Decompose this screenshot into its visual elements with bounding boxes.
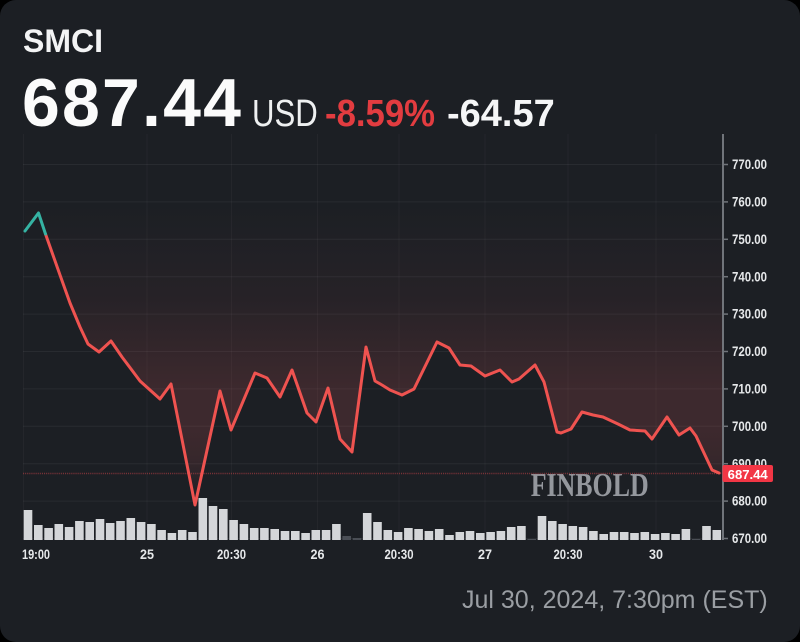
- svg-text:30: 30: [649, 546, 663, 562]
- svg-text:Jul 30, 2024, 7:30pm (EST): Jul 30, 2024, 7:30pm (EST): [462, 586, 768, 614]
- svg-text:770.00: 770.00: [732, 156, 767, 172]
- svg-text:750.00: 750.00: [732, 231, 767, 247]
- svg-text:740.00: 740.00: [732, 268, 767, 284]
- svg-text:25: 25: [140, 546, 154, 562]
- svg-text:720.00: 720.00: [732, 343, 767, 359]
- svg-text:26: 26: [311, 546, 325, 562]
- svg-text:27: 27: [478, 546, 492, 562]
- svg-text:760.00: 760.00: [732, 194, 767, 210]
- svg-text:680.00: 680.00: [732, 493, 767, 509]
- svg-text:19:00: 19:00: [22, 546, 50, 562]
- svg-text:710.00: 710.00: [732, 381, 767, 397]
- svg-text:20:30: 20:30: [217, 546, 246, 562]
- svg-text:FINBOLD: FINBOLD: [531, 467, 649, 504]
- svg-text:20:30: 20:30: [385, 546, 414, 562]
- svg-text:700.00: 700.00: [732, 418, 767, 434]
- svg-text:670.00: 670.00: [732, 530, 767, 546]
- svg-text:687.44: 687.44: [728, 467, 769, 482]
- svg-text:730.00: 730.00: [732, 306, 767, 322]
- svg-text:20:30: 20:30: [554, 546, 583, 562]
